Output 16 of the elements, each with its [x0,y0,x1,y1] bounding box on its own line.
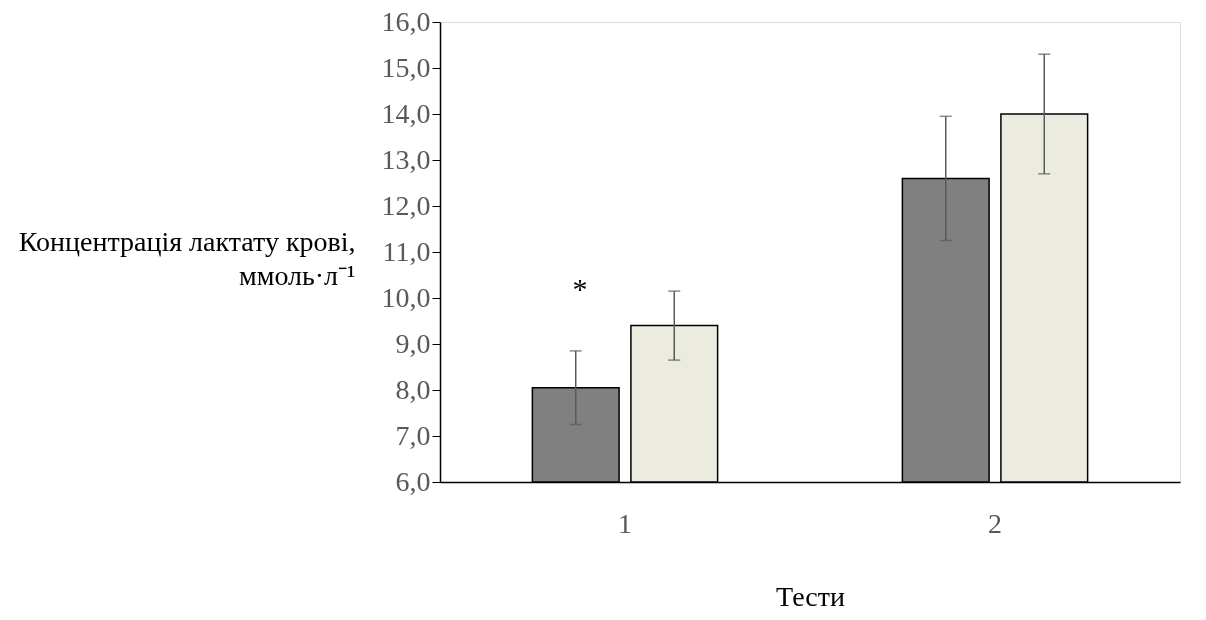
x-tick-label: 2 [988,507,1002,539]
y-tick-label: 8,0 [395,373,431,405]
y-tick-label: 9,0 [395,327,431,359]
annotation: * [572,272,588,305]
y-tick-label: 12,0 [381,189,431,221]
x-axis-title: Тести [776,580,845,612]
y-tick-label: 15,0 [381,51,431,83]
y-tick-label: 16,0 [381,5,431,37]
y-tick-label: 10,0 [381,281,431,313]
y-tick-label: 7,0 [395,419,431,451]
y-tick-label: 14,0 [381,97,431,129]
y-tick-label: 13,0 [381,143,431,175]
x-tick-label: 1 [618,507,632,539]
y-axis-title: Концентрація лактату крові, ммоль·л⁻¹ [18,225,356,291]
y-tick-label: 6,0 [395,465,431,497]
y-tick-label: 11,0 [382,235,431,267]
